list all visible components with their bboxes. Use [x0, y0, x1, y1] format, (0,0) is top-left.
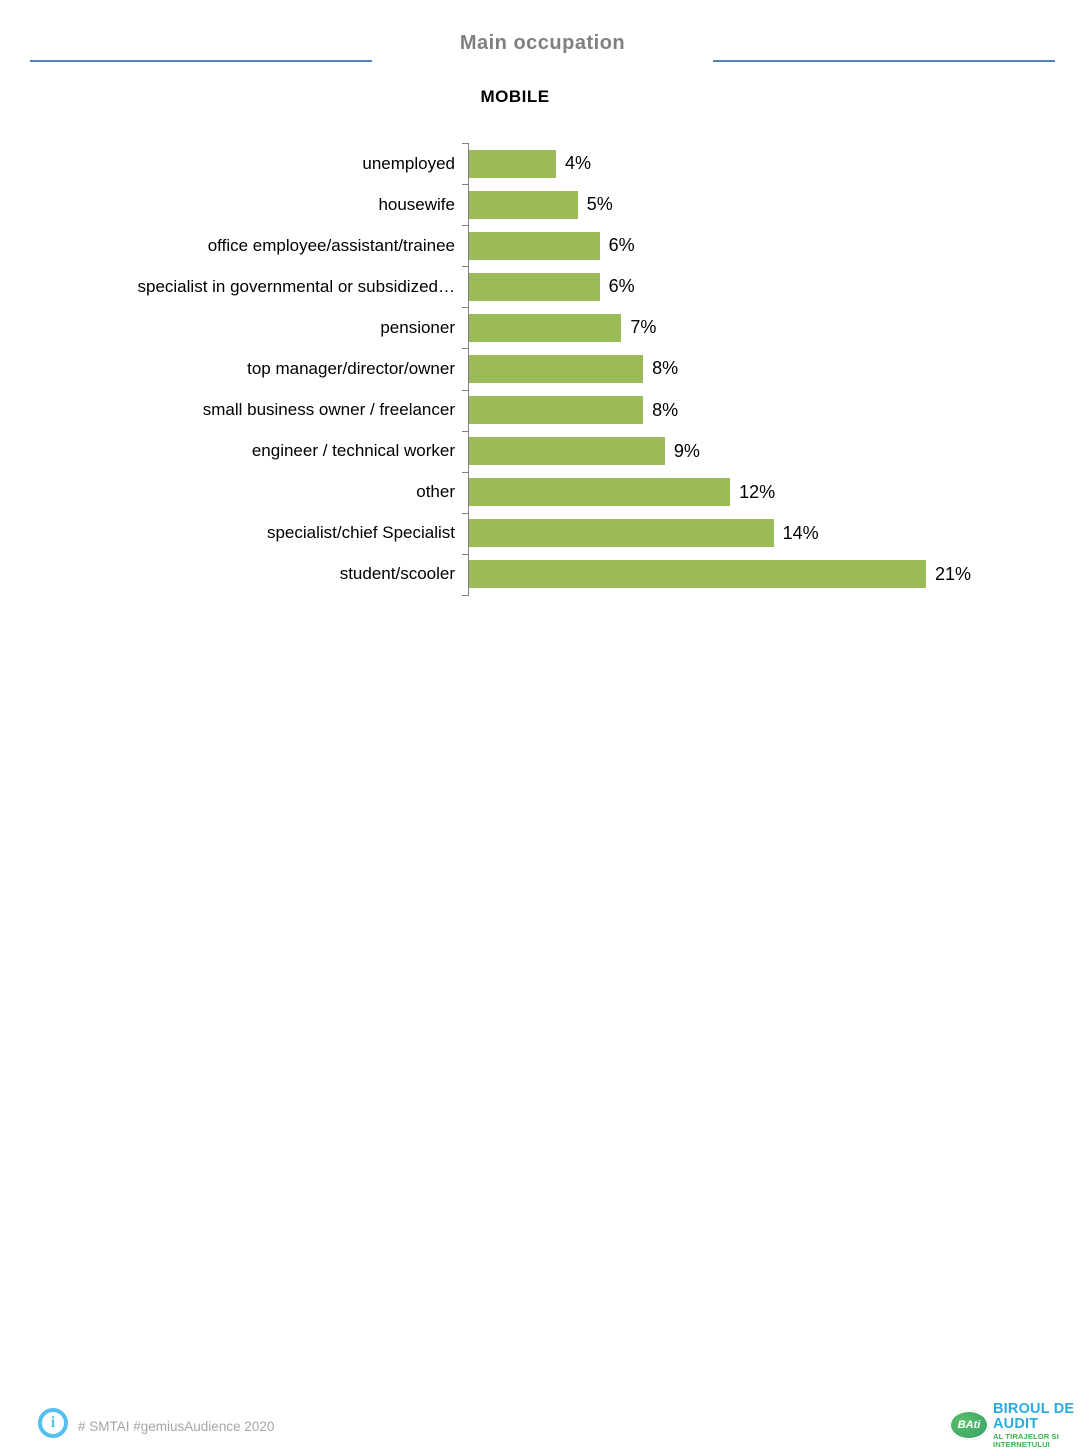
axis-tick: [462, 553, 469, 555]
bar: [469, 560, 926, 589]
chart-row: other 12%: [30, 472, 1060, 513]
value-label: 7%: [630, 317, 657, 338]
category-label: student/scooler: [339, 564, 455, 584]
footer: i # SMTAI #gemiusAudience 2020 BAti BIRO…: [0, 700, 1085, 1448]
category-label: housewife: [378, 194, 455, 214]
category-label: unemployed: [362, 153, 455, 173]
category-label: office employee/assistant/trainee: [207, 235, 455, 255]
bar: [469, 190, 578, 219]
info-icon: i: [38, 1408, 68, 1438]
axis-tick: [462, 348, 469, 350]
axis-tick: [462, 266, 469, 268]
chart-row: specialist in governmental or subsidized…: [30, 266, 1060, 307]
chart-rows: unemployed 4% housewife 5% office employee/a…: [30, 143, 1060, 595]
value-label: 14%: [782, 522, 819, 543]
axis-tick: [462, 471, 469, 473]
chart-row: specialist/chief Specialist 14%: [30, 513, 1060, 554]
header-rule-right: [713, 60, 1055, 62]
slide: Main occupation MOBILE unemployed 4% house…: [0, 32, 1085, 1448]
category-label: pensioner: [380, 317, 455, 337]
bar: [469, 149, 557, 178]
chart-row: office employee/assistant/trainee 6%: [30, 225, 1060, 266]
axis-tick: [462, 595, 469, 596]
page-title: Main occupation: [459, 32, 626, 54]
bati-logo-line2: AL TIRAJELOR SI INTERNETULUI: [993, 1432, 1059, 1449]
chart-row: top manager/director/owner 8%: [30, 348, 1060, 389]
bar: [469, 354, 644, 383]
axis-tick: [462, 512, 469, 514]
bati-logo-badge: BAti: [949, 1410, 989, 1441]
axis-tick: [462, 143, 469, 144]
axis-tick: [462, 389, 469, 391]
category-label: top manager/director/owner: [247, 358, 455, 378]
value-label: 9%: [673, 440, 700, 461]
bati-logo-text: BIROUL DE AUDIT AL TIRAJELOR SI INTERNET…: [993, 1402, 1085, 1448]
value-label: 6%: [608, 276, 635, 297]
value-label: 21%: [935, 563, 972, 584]
y-axis-line: [468, 143, 469, 595]
bati-logo: BAti BIROUL DE AUDIT AL TIRAJELOR SI INT…: [949, 1402, 1085, 1448]
bar-chart: unemployed 4% housewife 5% office employee/a…: [30, 143, 1060, 596]
value-label: 6%: [608, 235, 635, 256]
header-rule-left: [30, 60, 372, 62]
value-label: 8%: [652, 399, 679, 420]
category-label: engineer / technical worker: [251, 441, 455, 461]
axis-tick: [462, 430, 469, 432]
bar: [469, 396, 644, 424]
category-label: specialist/chief Specialist: [266, 523, 455, 543]
chart-row: small business owner / freelancer 8%: [30, 389, 1060, 430]
chart-row: unemployed 4%: [30, 143, 1060, 184]
axis-tick: [462, 184, 469, 186]
bar: [469, 478, 731, 507]
category-label: small business owner / freelancer: [202, 400, 455, 419]
axis-tick: [462, 225, 469, 227]
footer-hashtags: # SMTAI #gemiusAudience 2020: [78, 1419, 275, 1434]
chart-subtitle: MOBILE: [480, 87, 550, 106]
category-label: other: [416, 482, 455, 502]
value-label: 4%: [565, 153, 592, 174]
chart-row: housewife 5%: [30, 184, 1060, 225]
value-label: 5%: [586, 194, 613, 215]
category-label: specialist in governmental or subsidized…: [137, 276, 456, 296]
value-label: 12%: [739, 481, 776, 502]
bar: [469, 437, 665, 466]
bar: [469, 231, 600, 260]
value-label: 8%: [652, 358, 679, 379]
chart-row: student/scooler 21%: [30, 554, 1060, 595]
chart-row: pensioner 7%: [30, 307, 1060, 348]
bar: [469, 313, 622, 342]
chart-row: engineer / technical worker 9%: [30, 431, 1060, 472]
bati-logo-line1: BIROUL DE AUDIT: [993, 1401, 1075, 1432]
bar: [469, 519, 774, 548]
bar: [469, 272, 600, 301]
axis-tick: [462, 307, 469, 309]
